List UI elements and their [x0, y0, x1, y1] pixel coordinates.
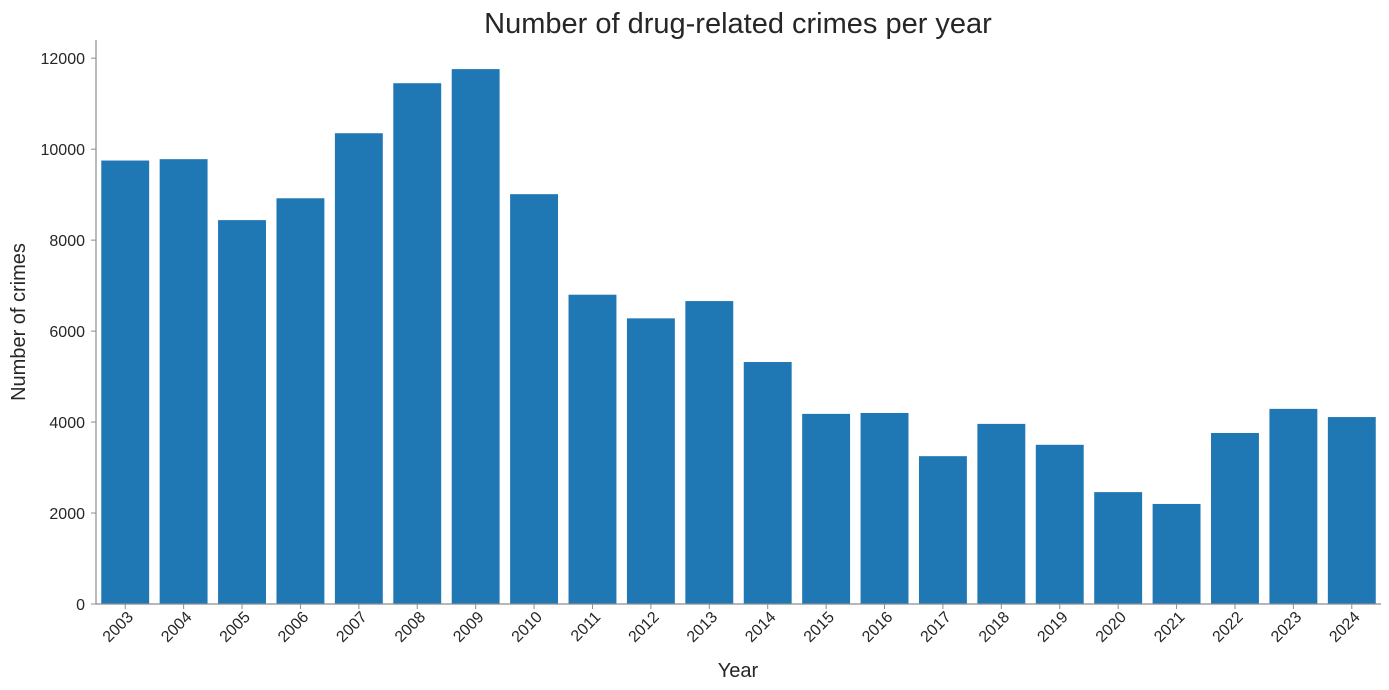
bar-2007 — [334, 133, 383, 605]
bar-2006 — [276, 198, 325, 604]
chart-title: Number of drug-related crimes per year — [484, 8, 992, 40]
y-tick-label: 10000 — [41, 142, 86, 159]
x-tick-label: 2003 — [100, 609, 137, 646]
bar-2023 — [1269, 408, 1318, 604]
y-tick-label: 6000 — [49, 324, 85, 341]
bar-2019 — [1035, 444, 1084, 604]
x-tick-label: 2014 — [742, 609, 779, 646]
bar-2018 — [977, 423, 1026, 604]
x-tick-label: 2015 — [801, 609, 838, 646]
x-tick-label: 2005 — [217, 609, 254, 646]
bar-2017 — [918, 456, 967, 604]
x-tick-label: 2007 — [333, 609, 370, 646]
y-axis-label: Number of crimes — [8, 243, 30, 401]
bar-2022 — [1211, 432, 1259, 604]
x-tick-label: 2011 — [568, 609, 604, 645]
bar-2010 — [510, 194, 559, 604]
x-tick-label: 2023 — [1268, 609, 1305, 646]
y-tick-label: 0 — [76, 597, 85, 614]
bar-2005 — [218, 220, 266, 604]
y-tick-label: 2000 — [49, 506, 85, 523]
bar-2003 — [101, 160, 150, 604]
x-tick-label: 2006 — [275, 609, 312, 646]
bars-group — [101, 69, 1376, 605]
x-axis-label: Year — [718, 660, 759, 682]
x-tick-label: 2008 — [392, 609, 429, 646]
x-tick-label: 2022 — [1210, 609, 1247, 646]
x-tick-label: 2004 — [158, 609, 195, 646]
bar-2013 — [685, 301, 734, 604]
x-tick-label: 2009 — [450, 609, 487, 646]
x-tick-label: 2024 — [1326, 609, 1363, 646]
bar-2008 — [393, 83, 442, 604]
bar-2020 — [1094, 492, 1143, 604]
bar-2024 — [1327, 417, 1376, 604]
x-axis-ticks: 2003 2004 2005 2006 2007 2008 2009 2010 2011 2012… — [100, 604, 1364, 646]
bar-2015 — [802, 413, 851, 604]
bar-2009 — [451, 69, 500, 605]
bar-2016 — [860, 412, 909, 604]
x-tick-label: 2012 — [626, 609, 663, 646]
x-tick-label: 2018 — [976, 609, 1013, 646]
y-tick-label: 4000 — [49, 415, 85, 432]
bar-2011 — [568, 294, 617, 604]
x-tick-label: 2017 — [918, 609, 955, 646]
x-tick-label: 2013 — [684, 609, 721, 646]
bar-2004 — [159, 159, 208, 605]
x-tick-label: 2019 — [1034, 609, 1071, 646]
y-tick-label: 8000 — [49, 233, 85, 250]
y-axis-ticks: 0 2000 4000 6000 8000 10000 12000 — [41, 51, 96, 614]
x-tick-label: 2020 — [1093, 609, 1130, 646]
y-tick-label: 12000 — [41, 51, 86, 68]
bar-2014 — [743, 362, 792, 604]
bar-2021 — [1152, 503, 1201, 604]
x-tick-label: 2010 — [509, 609, 546, 646]
bar-2012 — [626, 318, 675, 604]
x-tick-label: 2016 — [859, 609, 896, 646]
x-tick-label: 2021 — [1151, 609, 1188, 646]
